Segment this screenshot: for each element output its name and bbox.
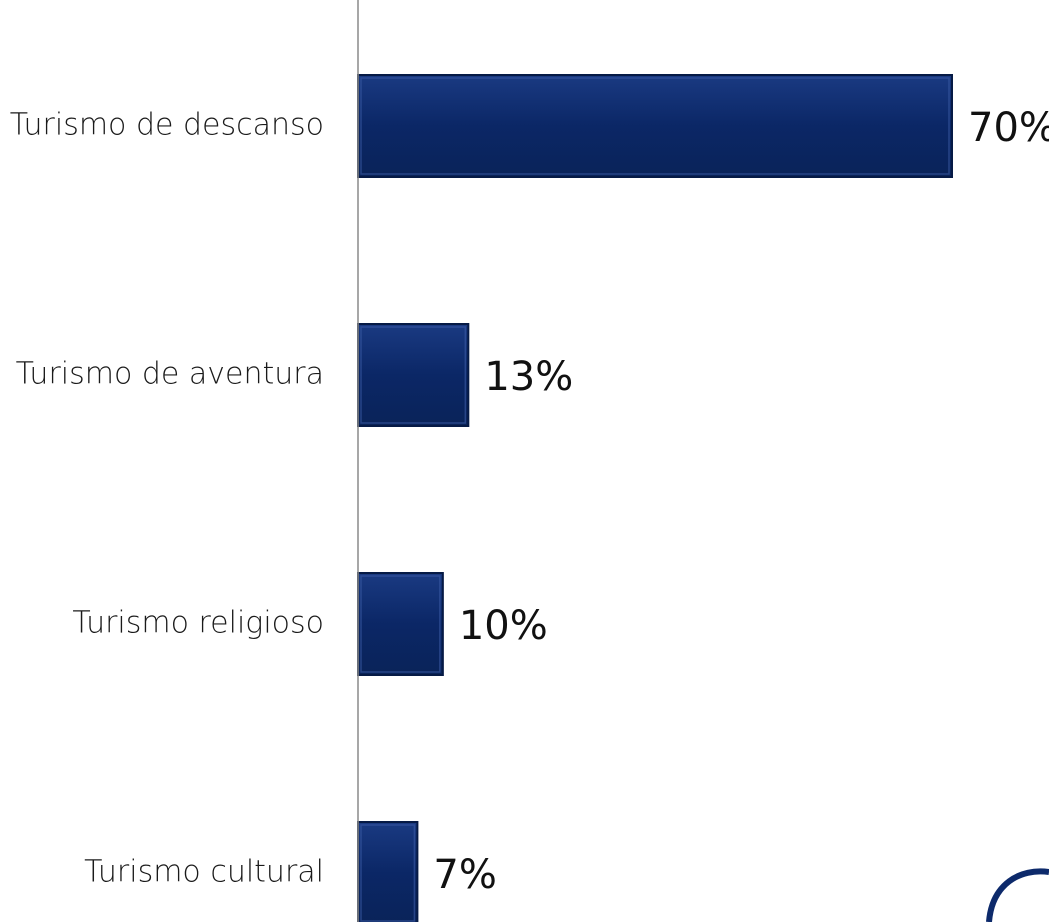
bar-bevel-turismo-de-aventura — [360, 326, 467, 424]
bar-bevel-turismo-cultural — [360, 824, 416, 922]
value-label-turismo-cultural: 7% — [433, 852, 496, 898]
category-label-turismo-religioso: Turismo religioso — [72, 606, 324, 641]
category-label-turismo-cultural: Turismo cultural — [84, 855, 324, 890]
value-label-turismo-de-aventura: 13% — [484, 354, 573, 400]
value-labels: 70% 13% 10% 7% — [433, 105, 1049, 898]
bar-bevel-turismo-religioso — [360, 575, 441, 673]
category-label-turismo-de-aventura: Turismo de aventura — [16, 357, 324, 392]
bar-turismo-religioso — [357, 572, 444, 676]
bar-turismo-cultural — [357, 821, 419, 922]
value-label-turismo-religioso: 10% — [459, 603, 548, 649]
bar-bevel-turismo-de-descanso — [360, 77, 950, 175]
bar-turismo-de-descanso — [357, 74, 953, 178]
bar-turismo-de-aventura — [357, 323, 470, 427]
category-label-turismo-de-descanso: Turismo de descanso — [10, 108, 324, 143]
value-label-turismo-de-descanso: 70% — [968, 105, 1049, 151]
bars-group — [357, 74, 953, 922]
logo-fragment — [986, 868, 1049, 922]
category-labels: Turismo de descanso Turismo de aventura Tu… — [10, 108, 324, 890]
